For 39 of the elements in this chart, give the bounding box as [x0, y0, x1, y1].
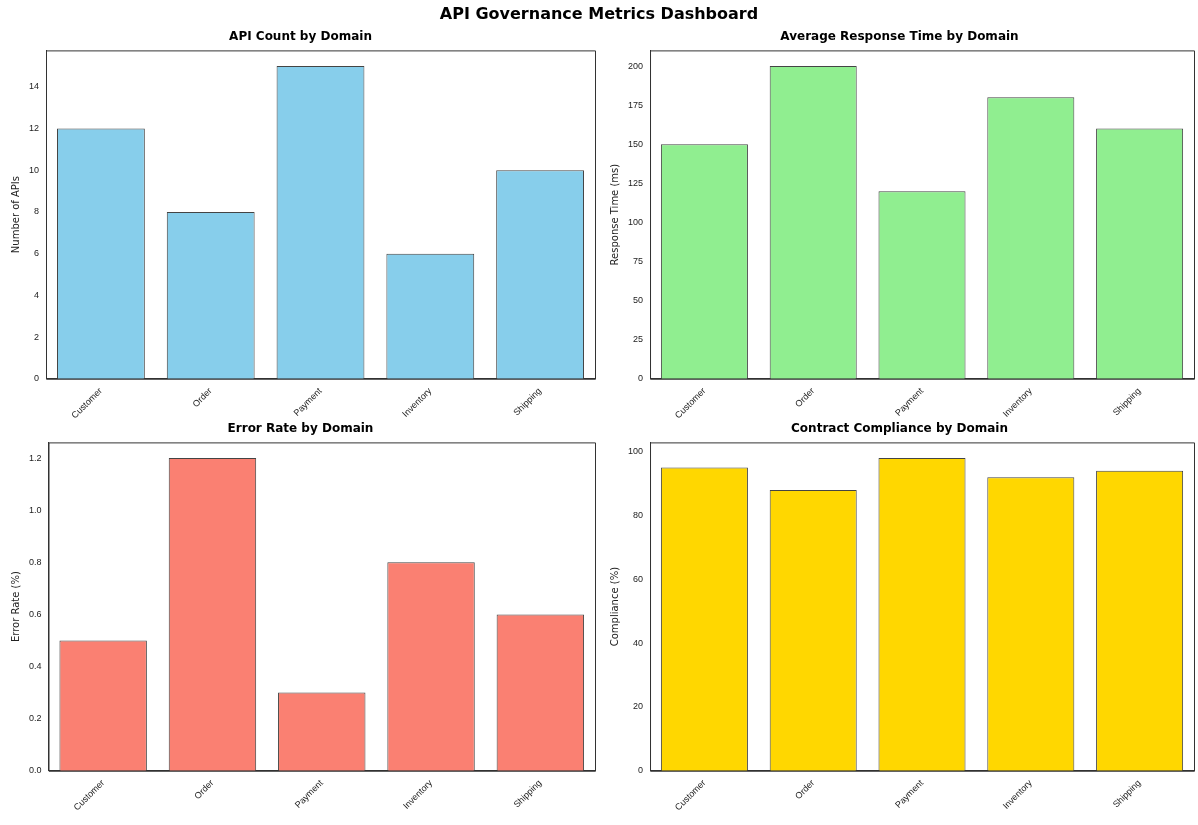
y-tick-label: 80 [633, 509, 644, 520]
y-tick-label: 0 [34, 373, 40, 384]
chart-title: API Count by Domain [229, 29, 372, 44]
y-tick-label: 50 [633, 295, 644, 306]
y-tick-label: 0.0 [29, 765, 42, 776]
chart-title: Error Rate by Domain [227, 421, 374, 436]
y-tick-label: 0.6 [29, 608, 42, 619]
y-tick-label: 1.0 [29, 504, 42, 515]
y-axis-title: Compliance (%) [608, 566, 620, 647]
y-tick-label: 200 [627, 60, 644, 71]
y-tick-label: 6 [34, 248, 40, 259]
y-tick-label: 0.2 [29, 713, 42, 724]
y-tick-label: 100 [627, 446, 644, 457]
y-tick-label: 14 [29, 81, 40, 92]
chart-title: Contract Compliance by Domain [791, 421, 1008, 436]
y-tick-label: 20 [633, 701, 644, 712]
y-axis-title: Response Time (ms) [608, 163, 620, 266]
y-axis-title: Number of APIs [9, 175, 21, 254]
y-tick-label: 0 [638, 765, 644, 776]
y-tick-label: 60 [633, 573, 644, 584]
y-tick-label: 0.4 [29, 661, 42, 672]
y-tick-label: 150 [627, 138, 644, 149]
y-tick-label: 25 [633, 334, 644, 345]
y-tick-label: 8 [34, 206, 40, 217]
y-tick-label: 0.8 [29, 556, 42, 567]
y-tick-label: 175 [627, 99, 644, 110]
y-tick-label: 12 [29, 123, 40, 134]
y-tick-label: 4 [34, 289, 40, 300]
y-tick-label: 40 [633, 637, 644, 648]
y-tick-label: 125 [627, 177, 644, 188]
y-tick-label: 2 [34, 331, 40, 342]
y-tick-label: 10 [29, 164, 40, 175]
y-tick-label: 100 [627, 216, 644, 227]
text: API Governance Metrics Dashboard [438, 4, 760, 23]
y-tick-label: 0 [638, 373, 644, 384]
y-tick-label: 75 [633, 255, 644, 266]
chart-title: Average Response Time by Domain [780, 29, 1019, 44]
y-tick-label: 1.2 [29, 452, 42, 463]
y-axis-title: Error Rate (%) [9, 571, 21, 643]
